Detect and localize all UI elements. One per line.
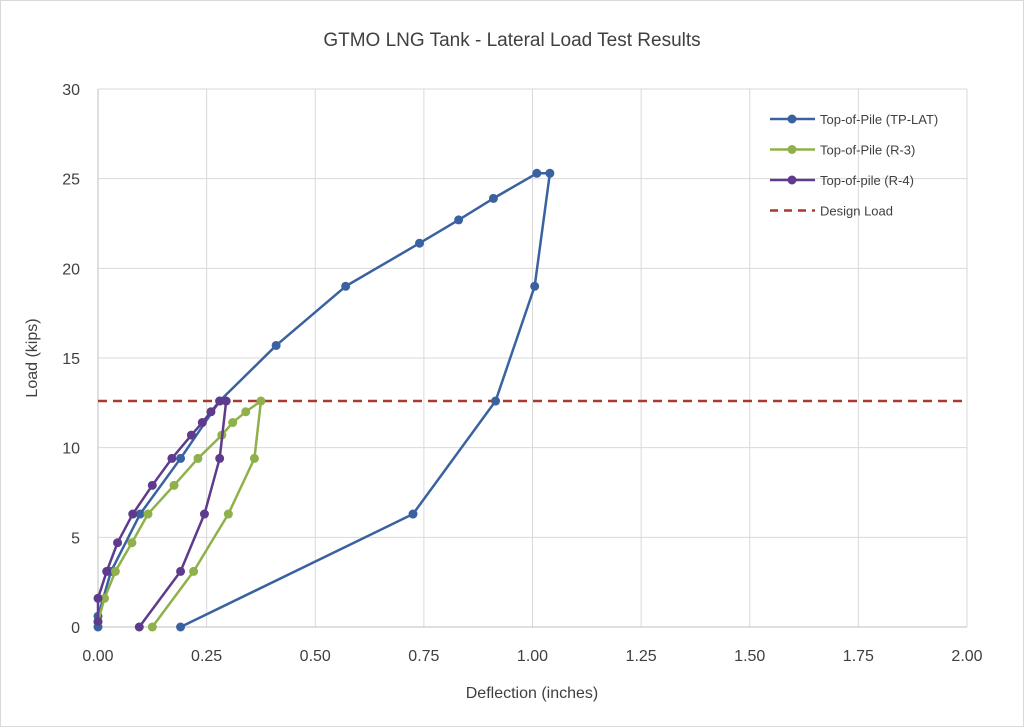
data-point: [176, 453, 186, 463]
data-point: [228, 418, 238, 428]
data-point: [532, 168, 542, 178]
x-tick-label: 0.25: [191, 648, 222, 665]
legend-label: Design Load: [820, 204, 893, 219]
y-tick-label: 5: [71, 530, 80, 547]
data-point: [135, 509, 145, 519]
data-point: [341, 281, 351, 291]
data-point: [147, 622, 157, 632]
y-tick-label: 10: [62, 441, 80, 458]
data-point: [249, 453, 259, 463]
x-tick-label: 2.00: [951, 648, 982, 665]
data-point: [100, 593, 110, 603]
data-point: [408, 509, 418, 519]
data-point: [215, 453, 225, 463]
series-line: [96, 399, 228, 628]
legend-item: Top-of-Pile (TP-LAT): [770, 112, 938, 127]
data-point: [197, 418, 207, 428]
legend-marker: [787, 175, 797, 185]
series-1: [93, 396, 266, 632]
data-point: [189, 566, 199, 576]
data-point: [127, 538, 137, 548]
x-tick-label: 1.00: [517, 648, 548, 665]
data-point: [176, 566, 186, 576]
data-point: [169, 480, 179, 490]
series-2: [93, 396, 231, 632]
legend-marker: [787, 114, 797, 124]
data-point: [221, 396, 231, 406]
data-point: [113, 538, 123, 548]
x-tick-label: 0.00: [82, 648, 113, 665]
data-point: [93, 617, 103, 627]
data-point: [102, 566, 112, 576]
data-point: [147, 480, 157, 490]
data-point: [545, 168, 555, 178]
series-group: [93, 168, 555, 632]
data-point: [193, 453, 203, 463]
data-point: [134, 622, 144, 632]
data-point: [215, 396, 225, 406]
y-tick-label: 15: [62, 351, 80, 368]
x-tick-label: 1.25: [626, 648, 657, 665]
y-tick-label: 0: [71, 620, 80, 637]
data-point: [176, 622, 186, 632]
legend-label: Top-of-Pile (R-3): [820, 143, 915, 158]
y-tick-label: 20: [62, 261, 80, 278]
legend-label: Top-of-Pile (TP-LAT): [820, 112, 938, 127]
data-point: [206, 407, 216, 417]
data-point: [128, 509, 138, 519]
chart-title: GTMO LNG Tank - Lateral Load Test Result…: [323, 30, 700, 51]
legend-item: Top-of-pile (R-4): [770, 173, 914, 188]
data-point: [143, 509, 153, 519]
gridlines: [97, 88, 968, 628]
data-point: [186, 430, 196, 440]
data-point: [199, 509, 209, 519]
x-tick-label: 0.75: [408, 648, 439, 665]
x-tick-label: 0.50: [300, 648, 331, 665]
data-point: [530, 281, 540, 291]
data-point: [93, 593, 103, 603]
data-point: [256, 396, 266, 406]
tick-labels: 0.00 0.25 0.50 0.75 1.00 1.25 1.50 1.75 2.00 0 5 10…: [62, 82, 982, 665]
x-axis-label: Deflection (inches): [466, 685, 599, 702]
x-tick-label: 1.50: [734, 648, 765, 665]
series-line: [96, 399, 263, 628]
legend: Top-of-Pile (TP-LAT) Top-of-Pile (R-3) Top…: [770, 112, 938, 219]
data-point: [271, 340, 281, 350]
y-axis-label: Load (kips): [24, 318, 41, 397]
data-point: [491, 396, 501, 406]
y-tick-label: 30: [62, 82, 80, 99]
data-point: [415, 238, 425, 248]
data-point: [454, 215, 464, 225]
legend-item: Design Load: [770, 204, 893, 219]
data-point: [223, 509, 233, 519]
legend-marker: [787, 145, 797, 154]
x-tick-label: 1.75: [843, 648, 874, 665]
data-point: [241, 407, 251, 417]
data-point: [167, 453, 177, 463]
y-tick-label: 25: [62, 172, 80, 189]
data-point: [110, 566, 120, 576]
legend-label: Top-of-pile (R-4): [820, 173, 914, 188]
data-point: [488, 193, 498, 203]
legend-item: Top-of-Pile (R-3): [770, 143, 915, 158]
